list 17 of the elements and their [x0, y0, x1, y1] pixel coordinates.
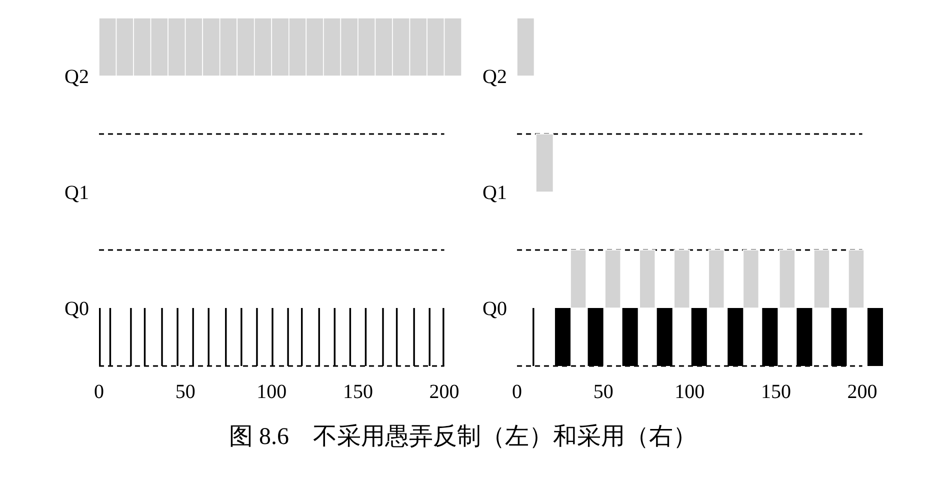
y-tick-label: Q1	[64, 182, 89, 204]
x-tick-label: 150	[760, 381, 791, 403]
caption: 图 8.6 不采用愚弄反制（左）和采用（右）	[229, 424, 697, 450]
x-tick-label: 200	[429, 381, 460, 403]
x-tick-label: 50	[593, 381, 614, 403]
x-tick-label: 100	[674, 381, 705, 403]
y-tick-label: Q2	[64, 66, 89, 88]
x-tick-label: 0	[94, 381, 104, 403]
y-tick-label: Q0	[482, 298, 507, 320]
x-tick-label: 0	[512, 381, 522, 403]
y-tick-label: Q0	[64, 298, 89, 320]
x-tick-label: 200	[847, 381, 878, 403]
x-tick-label: 100	[256, 381, 287, 403]
x-tick-label: 150	[342, 381, 373, 403]
x-tick-label: 50	[175, 381, 196, 403]
y-tick-label: Q2	[482, 66, 507, 88]
y-tick-label: Q1	[482, 182, 507, 204]
